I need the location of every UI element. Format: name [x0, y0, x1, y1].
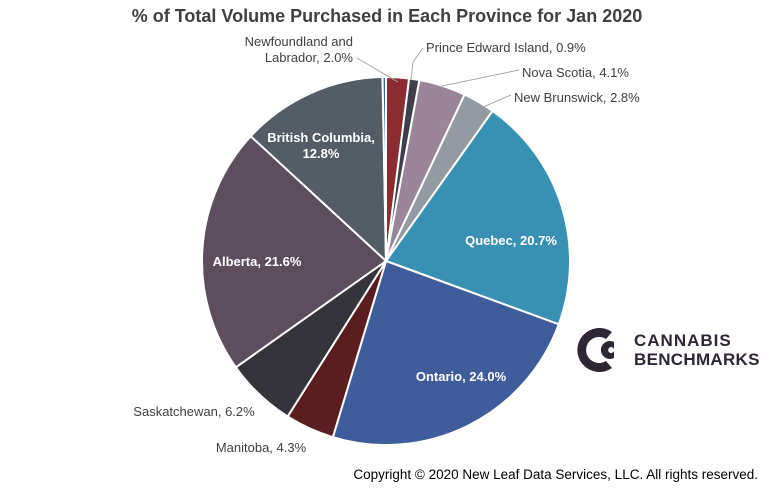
label-leader-lines [356, 47, 520, 108]
copyright-text: Copyright © 2020 New Leaf Data Services,… [353, 467, 758, 482]
pie-slices [201, 75, 571, 446]
leader-line-nova-scotia [441, 69, 520, 87]
slice-label-quebec: Quebec, 20.7% [465, 233, 557, 248]
slice-label-line: Saskatchewan, 6.2% [133, 404, 255, 419]
slice-label-line: Ontario, 24.0% [416, 369, 507, 384]
pie-slice-british-columbia [249, 76, 387, 262]
slice-label-saskatchewan: Saskatchewan, 6.2% [133, 404, 255, 419]
slice-label-line: 12.8% [303, 146, 340, 161]
pie-slice-yukon [381, 75, 387, 262]
slice-label-ontario: Ontario, 24.0% [416, 369, 507, 384]
cannabis-benchmarks-logo: CANNABIS BENCHMARKS [577, 328, 760, 373]
slice-label-line: Newfoundland and [245, 34, 353, 49]
slice-labels: Newfoundland and Labrador, 2.0% Prince Edw… [133, 34, 640, 455]
leader-line-newfoundland-and-labrador [356, 57, 399, 83]
leader-line-prince-edward-island [410, 47, 424, 81]
slice-label-nova-scotia: Nova Scotia, 4.1% [522, 65, 629, 80]
logo-mark-inner-icon [600, 341, 614, 359]
slice-label-manitoba: Manitoba, 4.3% [216, 440, 307, 455]
slice-label-alberta: Alberta, 21.6% [213, 254, 302, 269]
chart-title: % of Total Volume Purchased in Each Prov… [132, 6, 643, 26]
slice-label-line: Nova Scotia, 4.1% [522, 65, 629, 80]
slice-label-line: British Columbia, [267, 130, 375, 145]
slice-label-line: Prince Edward Island, 0.9% [426, 40, 586, 55]
slice-label-new-brunswick: New Brunswick, 2.8% [514, 90, 640, 105]
slice-label-line: Manitoba, 4.3% [216, 440, 307, 455]
slice-label-british-columbia: British Columbia, 12.8% [267, 130, 375, 161]
leader-line-new-brunswick [482, 94, 512, 108]
slice-label-line: Quebec, 20.7% [465, 233, 557, 248]
slice-label-line: New Brunswick, 2.8% [514, 90, 640, 105]
pie-slice-ontario [331, 260, 560, 446]
slice-label-newfoundland-and-labrador: Newfoundland and Labrador, 2.0% [245, 34, 354, 65]
logo-line-1: CANNABIS [634, 331, 732, 350]
slice-label-line: Labrador, 2.0% [265, 50, 354, 65]
logo-line-2: BENCHMARKS [634, 350, 760, 369]
slice-label-prince-edward-island: Prince Edward Island, 0.9% [426, 40, 586, 55]
slice-label-line: Alberta, 21.6% [213, 254, 302, 269]
logo-mark-icon [577, 328, 612, 373]
pie-slice-alberta [201, 135, 387, 369]
pie-slice-quebec [385, 109, 571, 326]
